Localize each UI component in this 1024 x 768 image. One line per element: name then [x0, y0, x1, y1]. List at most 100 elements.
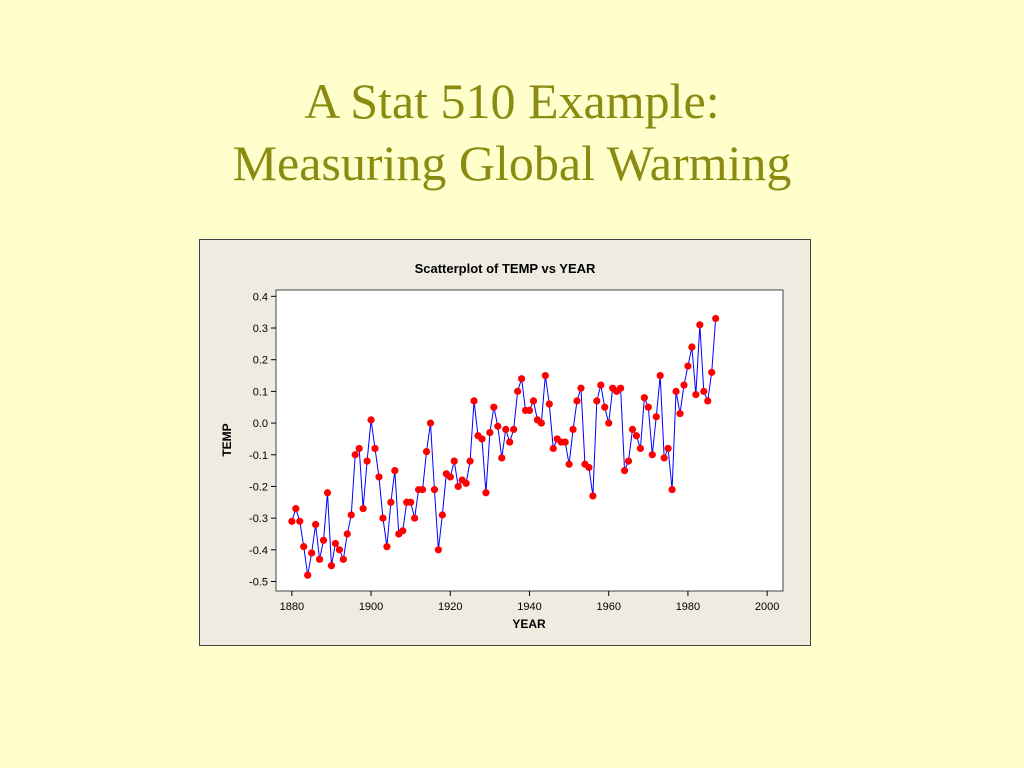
data-point	[426, 419, 435, 427]
data-point	[708, 368, 716, 376]
data-point	[335, 546, 343, 554]
data-point	[644, 403, 652, 411]
data-point	[319, 536, 328, 544]
data-point	[620, 467, 629, 475]
data-point	[632, 432, 641, 440]
data-point	[593, 397, 601, 405]
data-point	[601, 403, 609, 411]
data-point	[331, 539, 340, 548]
data-point	[696, 321, 704, 329]
data-point	[537, 419, 545, 427]
data-point	[676, 409, 684, 418]
data-point	[636, 444, 645, 453]
data-point	[585, 463, 593, 472]
data-point	[450, 457, 458, 465]
data-point	[605, 419, 613, 427]
data-point	[300, 543, 308, 551]
y-tick-label: 0.0	[253, 418, 268, 430]
data-point	[391, 467, 399, 475]
y-tick-label: 0.4	[253, 291, 268, 303]
data-point	[312, 520, 320, 529]
data-point	[525, 406, 534, 414]
data-point	[577, 384, 585, 392]
data-point	[628, 425, 637, 434]
y-tick-label: -0.4	[249, 545, 268, 557]
x-tick-label: 1900	[359, 601, 383, 613]
y-tick-label: -0.1	[249, 450, 268, 462]
data-point	[565, 460, 573, 468]
data-point	[323, 489, 332, 497]
y-tick-label: 0.3	[253, 323, 268, 335]
data-point	[347, 511, 355, 519]
data-point	[704, 397, 712, 405]
series-temp	[288, 314, 720, 579]
data-point	[383, 543, 391, 551]
data-point	[339, 555, 347, 563]
data-point	[407, 498, 415, 506]
data-point	[359, 505, 367, 513]
data-point	[482, 489, 490, 497]
data-point	[434, 546, 442, 554]
data-point	[700, 387, 708, 395]
data-point	[549, 444, 557, 453]
data-point	[672, 387, 680, 395]
data-point	[498, 454, 506, 462]
data-point	[652, 413, 660, 421]
data-point	[315, 555, 324, 563]
y-tick-label: 0.1	[253, 386, 268, 398]
x-axis: 1880 1900 1920 1940 1960 1980 2000	[280, 591, 779, 613]
data-point	[506, 438, 514, 446]
data-point	[660, 454, 668, 462]
data-point	[375, 473, 383, 481]
data-point	[478, 435, 486, 443]
data-point	[510, 425, 518, 434]
data-point	[684, 362, 692, 370]
data-point	[640, 394, 648, 402]
data-point	[680, 381, 688, 389]
data-point	[617, 384, 625, 392]
chart-title: Scatterplot of TEMP vs YEAR	[415, 261, 596, 276]
data-point	[668, 486, 676, 494]
data-point	[379, 514, 387, 522]
slide-title: A Stat 510 Example: Measuring Global War…	[0, 70, 1024, 194]
y-axis: 0.4 0.3 0.2 0.1 0.0 -0.1 -0.2 -0.3 -0.4 -0.5	[249, 291, 276, 588]
x-tick-label: 1940	[517, 601, 541, 613]
data-point	[470, 397, 478, 405]
data-point	[367, 416, 375, 424]
y-tick-label: -0.5	[249, 576, 268, 588]
data-point	[371, 444, 379, 453]
data-point	[545, 400, 553, 408]
y-axis-label: TEMP	[220, 423, 234, 456]
data-point	[422, 447, 431, 456]
data-point	[446, 473, 454, 481]
data-point	[466, 457, 474, 465]
data-point	[418, 486, 427, 494]
y-tick-label: -0.2	[249, 481, 268, 493]
data-point	[712, 314, 720, 323]
data-point	[541, 371, 549, 380]
slide-title-line-2: Measuring Global Warming	[232, 135, 792, 191]
plot-area	[275, 289, 784, 592]
data-point	[514, 387, 522, 395]
data-point	[387, 498, 395, 506]
scatterplot-figure: Scatterplot of TEMP vs YEAR 0.4 0.3 0.2 0.1…	[199, 239, 811, 646]
data-point	[517, 375, 526, 383]
data-point	[664, 444, 672, 453]
data-point	[529, 397, 538, 405]
data-point	[561, 438, 569, 446]
x-tick-label: 1880	[280, 601, 304, 613]
data-point	[438, 511, 446, 519]
x-tick-label: 1980	[676, 601, 700, 613]
data-point	[304, 571, 312, 579]
x-tick-label: 2000	[755, 601, 779, 613]
data-point	[569, 425, 577, 434]
data-point	[288, 517, 296, 525]
x-tick-label: 1920	[438, 601, 462, 613]
data-point	[648, 451, 656, 459]
data-point	[656, 371, 664, 380]
scatterplot-chart: Scatterplot of TEMP vs YEAR 0.4 0.3 0.2 0.1…	[220, 261, 784, 631]
data-point	[490, 403, 498, 411]
data-point	[486, 428, 494, 437]
x-axis-label: YEAR	[512, 617, 546, 631]
data-point	[462, 479, 470, 487]
